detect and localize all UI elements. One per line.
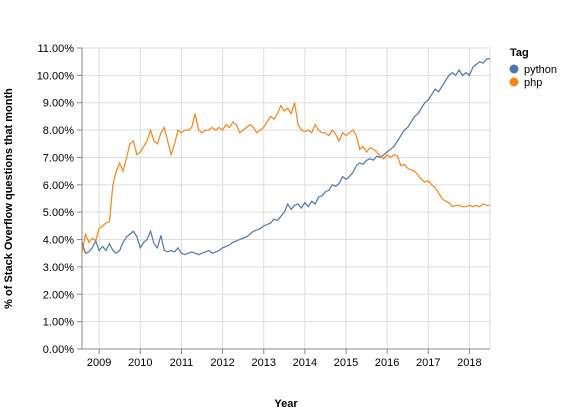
legend-symbol-python — [509, 64, 519, 74]
grid — [82, 47, 491, 350]
y-tick-label: 9.00% — [43, 98, 74, 110]
y-tick-label: 4.00% — [43, 235, 74, 247]
y-axis-title: % of Stack Overflow questions that month — [3, 88, 15, 309]
legend-label-python: python — [524, 64, 557, 76]
x-tick-label: 2013 — [251, 357, 275, 369]
y-tick-label: 10.00% — [37, 70, 75, 82]
x-tick-label: 2010 — [128, 357, 152, 369]
series — [81, 58, 490, 256]
x-tick-label: 2011 — [170, 357, 194, 369]
x-tick-label: 2018 — [457, 357, 481, 369]
x-axis-title: Year — [274, 398, 298, 410]
legend-title: Tag — [510, 47, 529, 59]
x-tick-label: 2009 — [87, 357, 111, 369]
y-tick-label: 2.00% — [43, 289, 74, 301]
series-line-php — [81, 102, 490, 254]
x-tick-label: 2017 — [416, 357, 440, 369]
y-tick-label: 11.00% — [38, 43, 75, 55]
series-line-python — [81, 58, 490, 256]
y-tick-label: 1.00% — [43, 317, 74, 329]
x-tick-label: 2012 — [210, 357, 234, 369]
y-tick-label: 7.00% — [43, 152, 74, 164]
x-tick-label: 2016 — [375, 357, 399, 369]
x-tick-label: 2015 — [334, 357, 358, 369]
y-tick-label: 6.00% — [43, 180, 74, 192]
legend-symbol-php — [509, 77, 519, 87]
y-tick-label: 0.00% — [43, 344, 74, 356]
axes: 2009 2010 2011 2012 2013 2014 2015 2016 2017 2018… — [3, 43, 490, 410]
x-axis: 2009 2010 2011 2012 2013 2014 2015 2016 2017 2018 — [82, 348, 490, 369]
y-tick-label: 3.00% — [43, 262, 74, 274]
y-tick-label: 8.00% — [43, 125, 74, 137]
y-tick-label: 5.00% — [43, 207, 74, 219]
y-axis: 0.00% 1.00% 2.00% 3.00% 4.00% 5.00% 6.00% 7.00%… — [37, 43, 83, 356]
legend-label-php: php — [524, 77, 542, 89]
x-tick-label: 2014 — [293, 357, 317, 369]
